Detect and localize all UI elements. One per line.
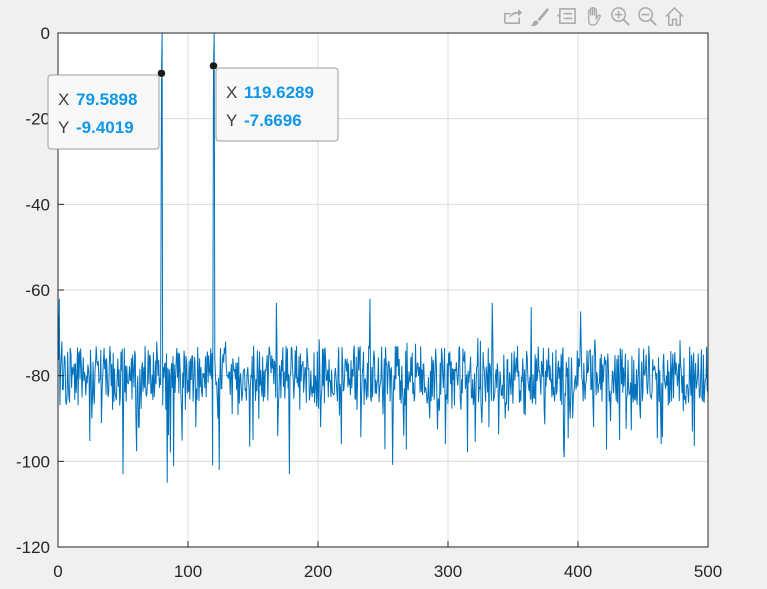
datatip-icon <box>556 7 576 24</box>
datatip-box <box>215 67 339 142</box>
y-tick-label: 0 <box>41 24 50 43</box>
zoom-in-icon <box>611 6 630 26</box>
pan-icon <box>588 6 601 26</box>
x-tick-label: 200 <box>304 562 332 581</box>
datatip-button[interactable] <box>554 4 579 29</box>
zoom-out-icon <box>638 6 657 26</box>
datatip-label: X <box>226 83 237 102</box>
datatip-label: Y <box>226 111 237 130</box>
x-tick-label: 500 <box>694 562 722 581</box>
datatip[interactable]: X 79.5898 Y -9.4019 <box>47 74 160 150</box>
ticks-layer: 0 100 200 300 400 500 0 -20 -40 -60 -80 -100 -120 <box>16 24 722 581</box>
zoom-in-button[interactable] <box>608 4 633 29</box>
pan-button[interactable] <box>581 4 606 29</box>
zoom-out-button[interactable] <box>635 4 660 29</box>
y-tick-label: -40 <box>25 195 50 214</box>
export-button[interactable] <box>500 4 525 29</box>
y-tick-label: -20 <box>25 110 50 129</box>
y-tick-label: -80 <box>25 367 50 386</box>
datatip-value: -9.4019 <box>76 118 134 137</box>
home-button[interactable] <box>662 4 687 29</box>
x-tick-label: 0 <box>53 562 62 581</box>
axes-toolbar <box>500 2 687 30</box>
datatip-marker[interactable] <box>157 69 166 78</box>
y-tick-label: -60 <box>25 281 50 300</box>
x-tick-label: 400 <box>564 562 592 581</box>
x-tick-label: 300 <box>434 562 462 581</box>
datatip-box <box>47 74 160 150</box>
home-icon <box>665 6 684 26</box>
datatip[interactable]: X 119.6289 Y -7.6696 <box>215 67 339 142</box>
y-tick-label: -120 <box>16 538 50 557</box>
datatip-label: Y <box>58 118 69 137</box>
x-tick-label: 100 <box>174 562 202 581</box>
brush-button[interactable] <box>527 4 552 29</box>
brush-icon <box>529 7 550 26</box>
datatip-value: 79.5898 <box>76 90 137 109</box>
datatip-label: X <box>58 90 69 109</box>
datatip-marker[interactable] <box>209 61 218 71</box>
series-layer <box>58 33 708 483</box>
export-icon <box>504 8 523 24</box>
datatips-layer: X 79.5898 Y -9.4019 X 119.6289 Y -7.6696 <box>47 61 339 150</box>
datatip-value: 119.6289 <box>244 83 314 102</box>
y-tick-label: -100 <box>16 452 50 471</box>
series-line[interactable] <box>58 33 708 483</box>
datatip-value: -7.6696 <box>244 111 302 130</box>
